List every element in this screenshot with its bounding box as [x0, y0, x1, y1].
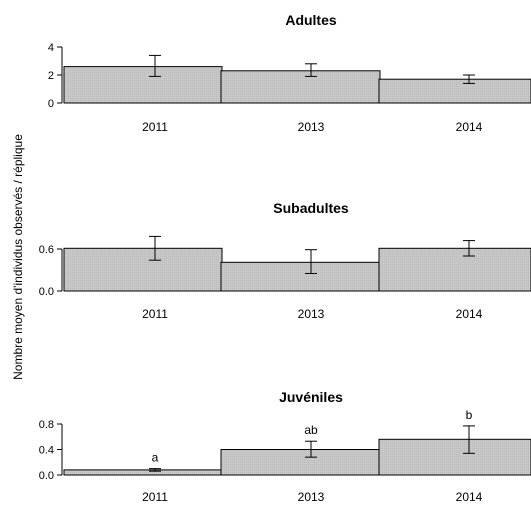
bar	[220, 261, 381, 292]
x-category-label: 2011	[142, 490, 168, 504]
y-tick-label: 4	[48, 42, 54, 54]
panel-title: Subadultes	[273, 200, 349, 216]
x-category-label: 2011	[142, 307, 168, 321]
y-tick-label: 2	[48, 70, 54, 82]
bar	[378, 247, 531, 292]
bar	[63, 66, 223, 104]
panel-1: Adultes 0 2 4 2011 2013 2014	[48, 12, 531, 134]
bar	[220, 449, 381, 476]
y-tick-label: 0.4	[39, 445, 54, 457]
y-tick-label: 0.6	[39, 244, 54, 256]
panel-title: Adultes	[285, 12, 337, 28]
panel-3: Juvéniles 0.0 0.4 0.8 a 2011 ab 2013 b 2014	[39, 389, 531, 504]
x-category-label: 2014	[456, 307, 483, 321]
bar	[378, 438, 531, 476]
x-category-label: 2013	[298, 120, 325, 134]
y-tick-label: 0.0	[39, 470, 54, 482]
x-category-label: 2013	[298, 490, 325, 504]
panel-2: Subadultes 0.0 0.6 2011 2013 2014	[39, 200, 531, 321]
panel-title: Juvéniles	[279, 389, 343, 405]
significance-label: a	[152, 451, 159, 465]
x-category-label: 2014	[456, 490, 483, 504]
bar	[63, 247, 223, 292]
significance-label: ab	[304, 423, 318, 437]
significance-label: b	[466, 408, 473, 422]
bar	[378, 78, 531, 104]
y-tick-label: 0	[48, 98, 54, 110]
y-tick-label: 0.0	[39, 286, 54, 298]
x-category-label: 2014	[456, 120, 483, 134]
x-category-label: 2013	[298, 307, 325, 321]
y-axis-label: Nombre moyen d'individus observés / répl…	[11, 134, 25, 380]
bar	[63, 469, 223, 476]
x-category-label: 2011	[142, 120, 168, 134]
y-tick-label: 0.8	[39, 419, 54, 431]
bar	[220, 70, 381, 104]
